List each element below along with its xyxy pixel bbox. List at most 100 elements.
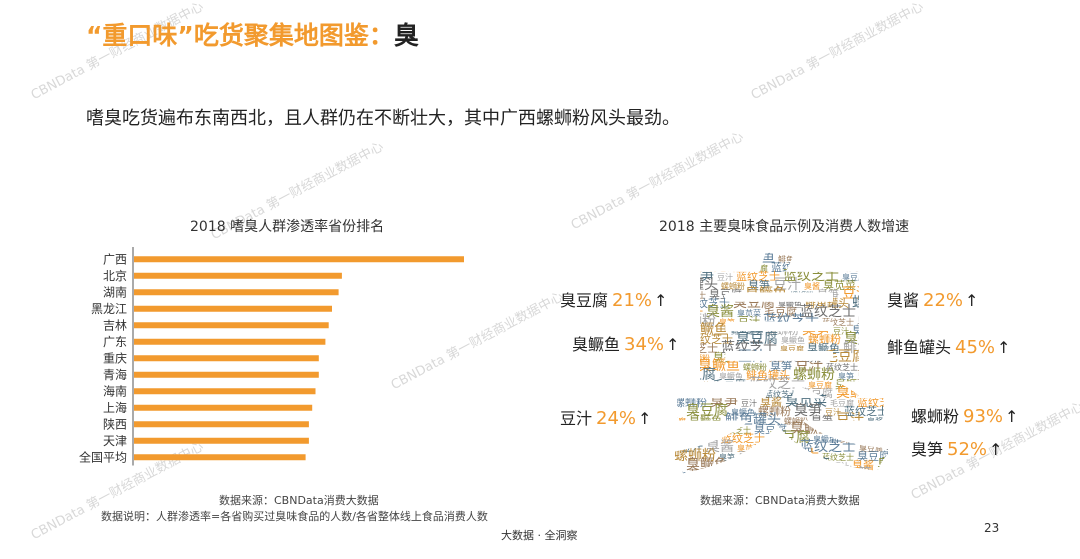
cloud-word: 臭豆腐	[686, 402, 728, 419]
cloud-word: 螺蛳粉	[721, 281, 745, 291]
cloud-word: 臭笋	[770, 359, 792, 373]
cloud-word: 臭笋	[844, 330, 872, 347]
cloud-word: 臭笋	[748, 278, 770, 292]
cloud-word: 鲱鱼罐头	[731, 326, 763, 336]
cloud-word: 蓝纹芝士	[672, 254, 694, 264]
food-label: 臭酱 22% ↑	[887, 287, 978, 311]
cloud-word: 螺蛳粉	[808, 468, 841, 481]
category-label: 北京	[103, 269, 127, 283]
left-chart-note: 数据说明：人群渗透率=各省购买过臭味食品的人数/各省整体线上食品消费人数	[101, 510, 488, 523]
cloud-word: 鲱鱼罐头	[840, 431, 884, 445]
cloud-word: 臭豆腐	[780, 479, 804, 484]
page-title-keyword: 臭	[393, 21, 419, 50]
food-name: 螺蛳粉	[911, 407, 960, 426]
cloud-word: 臭豆腐	[672, 416, 686, 426]
cloud-word: 豆汁	[681, 441, 703, 454]
cloud-word: 鲱鱼罐头	[805, 296, 849, 310]
cloud-word: 豆汁	[681, 306, 703, 319]
bar	[134, 256, 464, 263]
cloud-word: 臭酱	[867, 416, 883, 426]
cloud-word: 臭豆腐	[697, 251, 730, 265]
category-label: 陕西	[103, 416, 127, 431]
food-name: 豆汁	[560, 409, 593, 428]
category-label: 吉林	[103, 318, 127, 332]
cloud-word: 臭鳜鱼	[731, 407, 755, 417]
cloud-word: 螺蛳粉	[743, 362, 767, 372]
bar	[134, 305, 332, 312]
cloud-word: 豆汁	[857, 369, 879, 382]
watermark: CBNData 第一财经商业数据中心	[748, 0, 927, 104]
food-name: 臭酱	[887, 291, 920, 310]
cloud-word: 臭笋	[713, 350, 735, 364]
cloud-word: 蓝纹芝士	[771, 260, 815, 274]
cloud-word: 毛豆腐	[764, 440, 797, 454]
cloud-word: 臭豆腐	[859, 443, 883, 453]
cloud-word: 臭鳜鱼	[835, 377, 868, 391]
cloud-word: 蓝纹芝士	[686, 434, 718, 444]
cloud-word: 蓝纹芝士	[721, 431, 765, 445]
cloud-word: 臭豆腐	[780, 344, 804, 354]
cloud-word: 蓝纹芝士	[857, 395, 888, 409]
cloud-word: 蓝纹芝士	[674, 341, 718, 355]
cloud-word: 臭笋	[686, 267, 714, 284]
cloud-word: 豆汁	[717, 272, 733, 282]
cloud-word: 螺蛳粉	[835, 425, 859, 435]
cloud-word: 臭笋	[862, 422, 884, 436]
cloud-word: 臭酱	[706, 439, 734, 455]
cloud-word: 臭酱	[852, 323, 874, 337]
food-label: 臭笋 52% ↑	[911, 436, 1002, 460]
cloud-word: 臭苋菜	[788, 350, 821, 364]
page-number: 23	[984, 521, 1000, 535]
cloud-word: 臭鳜鱼	[689, 413, 722, 427]
page-title-highlight: “重口味”吃货聚集地图鉴：	[86, 21, 394, 50]
cloud-word: 螺蛳粉	[790, 290, 814, 300]
bar	[134, 437, 309, 444]
bar	[134, 338, 326, 345]
cloud-word: 豆汁	[875, 335, 888, 345]
food-label: 螺蛳粉 93% ↑	[911, 403, 1018, 427]
cloud-word: 臭豆腐	[672, 359, 695, 373]
cloud-word: 蓝纹芝士	[783, 268, 839, 284]
cloud-word: 蓝纹芝士	[674, 290, 706, 300]
cloud-word: 豆汁	[738, 450, 760, 463]
category-label: 黑龙江	[91, 302, 127, 316]
cloud-word: 臭豆腐	[842, 272, 866, 282]
food-name: 臭豆腐	[560, 291, 609, 310]
category-label: 广东	[103, 335, 127, 349]
up-arrow-icon: ↑	[666, 335, 680, 354]
cloud-word: 臭豆腐	[736, 330, 778, 347]
up-arrow-icon: ↑	[654, 291, 668, 310]
cloud-word: 毛豆腐	[713, 377, 746, 391]
cloud-word: 臭豆腐	[754, 422, 787, 436]
bar	[134, 371, 319, 378]
cloud-word: 螺蛳粉	[852, 295, 888, 311]
page-subtitle: 嗜臭吃货遍布东南西北，且人群仍在不断壮大，其中广西螺蛳粉风头最劲。	[86, 108, 680, 129]
cloud-word: 蓝纹芝士	[706, 385, 762, 401]
cloud-word: 臭豆腐	[857, 449, 888, 463]
cloud-word: 臭苋菜	[699, 259, 741, 275]
cloud-word: 豆汁	[795, 358, 823, 374]
cloud-word: 鲱鱼罐头	[843, 474, 888, 484]
cloud-word: 臭豆腐	[768, 429, 810, 446]
cloud-word: 臭笋	[710, 393, 738, 410]
cloud-word: 臭笋	[802, 456, 830, 473]
cloud-word: 蓝纹芝士	[800, 304, 856, 320]
food-name: 臭笋	[911, 440, 944, 459]
cloud-word: 臭苋菜	[686, 380, 710, 390]
cloud-word: 臭酱	[706, 304, 734, 320]
bar	[134, 355, 319, 362]
cloud-words: 蓝纹芝士臭豆腐臭鳜鱼鲱鱼罐头螺蛳粉臭笋豆汁臭酱臭苋菜毛豆腐蓝纹芝士臭豆腐臭鳜鱼螺…	[665, 249, 895, 491]
cloud-word: 蓝纹芝士	[689, 332, 733, 346]
cloud-word: 臭酱	[760, 395, 782, 409]
cloud-word: 臭鳜鱼	[863, 263, 887, 273]
cloud-word: 臭鳜鱼	[686, 456, 728, 473]
cloud-word: 蓝纹芝士	[721, 475, 777, 484]
food-growth: 21%	[612, 290, 653, 311]
category-label: 上海	[103, 400, 127, 415]
cloud-word: 豆汁	[738, 349, 766, 365]
cloud-word: 蓝纹芝士	[736, 269, 780, 283]
cloud-word: 臭鳜鱼	[698, 357, 740, 374]
right-chart-title: 2018 主要臭味食品示例及消费人数增速	[659, 219, 910, 235]
cloud-word: 臭豆腐	[808, 380, 832, 390]
left-chart-title: 2018 嗜臭人群渗透率省份排名	[190, 219, 385, 235]
